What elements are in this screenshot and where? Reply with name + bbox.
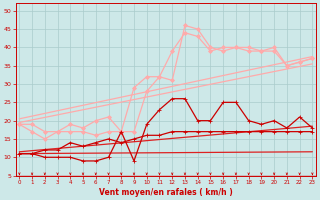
X-axis label: Vent moyen/en rafales ( km/h ): Vent moyen/en rafales ( km/h ) [99, 188, 233, 197]
